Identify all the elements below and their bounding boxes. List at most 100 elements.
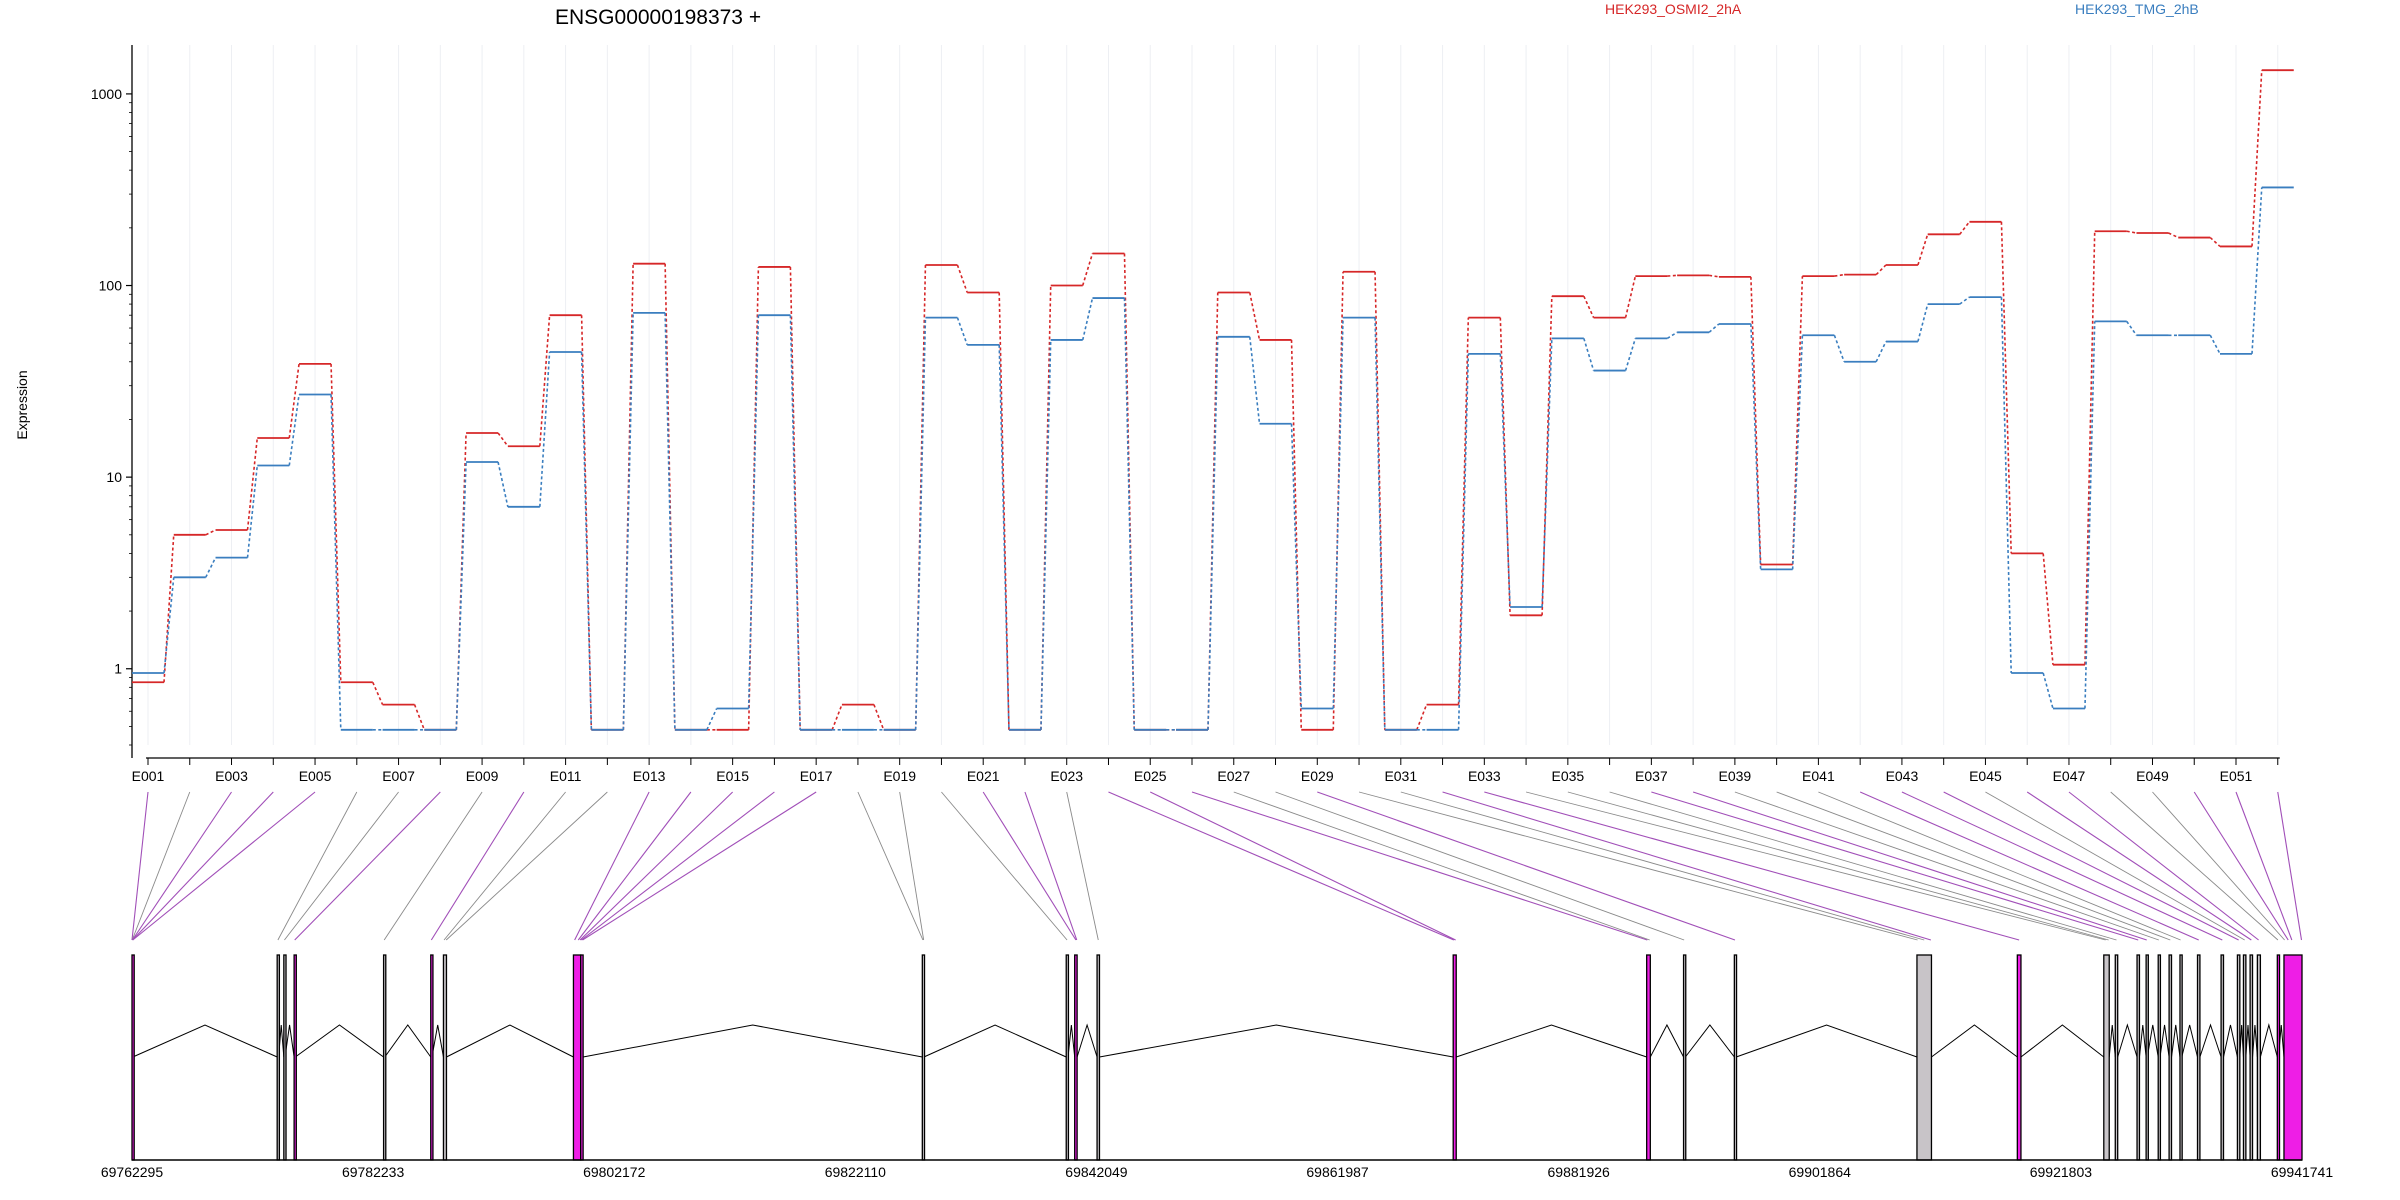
bin-connector-line (1108, 791, 1455, 941)
bin-connector-line (2277, 791, 2303, 941)
series-tmg (132, 186, 2294, 731)
bin-connector (747, 315, 760, 709)
bin-connector-line (582, 791, 817, 941)
exon-box (2236, 954, 2241, 1161)
bin-connector-line (284, 791, 399, 941)
exon-box (1916, 954, 1933, 1161)
x-tick-label: E019 (883, 768, 916, 784)
x-tick-label: E035 (1551, 768, 1584, 784)
bin-connector (497, 432, 509, 447)
x-tick-label: E007 (382, 768, 415, 784)
bin-connector (1290, 339, 1303, 730)
exon-box (430, 954, 434, 1161)
bin-connector-line (2235, 791, 2293, 941)
exon-box (2196, 954, 2201, 1161)
bin-connector (1791, 276, 1804, 565)
exon-box (2168, 954, 2173, 1161)
bin-connector (998, 344, 1010, 730)
exon-box (1452, 954, 1457, 1161)
bin-connector-line (131, 791, 232, 941)
bin-connector (1667, 274, 1678, 277)
bin-connector (1040, 339, 1052, 730)
intron-line (1931, 1024, 2018, 1058)
bin-connector (1959, 296, 1970, 305)
bin-connector-line (899, 791, 925, 941)
exon-box (276, 954, 281, 1161)
bin-connector (1332, 317, 1344, 709)
bin-connector (2000, 297, 2012, 674)
bin-connector (998, 292, 1010, 730)
bin-connector (1624, 275, 1637, 318)
bin-connector (1457, 317, 1470, 705)
genomic-tick-label: 69941741 (2271, 1164, 2334, 1180)
genomic-tick-label: 69921803 (2030, 1164, 2093, 1180)
genomic-tick-label: 69881926 (1548, 1164, 1611, 1180)
x-tick-label: E031 (1384, 768, 1417, 784)
intron-line (1736, 1024, 1918, 1058)
intron-line (1649, 1023, 1685, 1058)
bin-connector (1708, 323, 1720, 333)
exon-box (283, 954, 287, 1161)
y-tick-label: 1 (114, 661, 122, 677)
bin-connector (2168, 232, 2179, 239)
intron-line (2223, 1024, 2238, 1058)
x-tick-label: E049 (2136, 768, 2169, 784)
bin-connector (1791, 335, 1804, 570)
x-tick-label: E011 (550, 768, 582, 784)
bin-connector (2084, 321, 2096, 709)
genomic-tick-label: 69861987 (1306, 1164, 1369, 1180)
intron-line (1067, 1024, 1076, 1058)
y-axis: 1 10 100 1000 (91, 45, 133, 758)
bin-connector (539, 351, 551, 507)
exon-box (2256, 954, 2262, 1161)
x-tick-label: E037 (1635, 768, 1668, 784)
bin-connector-line (132, 791, 274, 941)
exon-box (580, 954, 584, 1161)
x-tick-label: E045 (1969, 768, 2002, 784)
bin-connector (1207, 292, 1219, 730)
series-layer (132, 69, 2294, 731)
x-tick-label: E005 (299, 768, 332, 784)
bin-connector (1248, 292, 1261, 341)
bin-connector-line (1651, 791, 2139, 941)
exon-box (1096, 954, 1101, 1161)
genomic-tick-label: 69842049 (1065, 1164, 1128, 1180)
exon-box (1074, 954, 1078, 1161)
exon-box (1733, 954, 1738, 1161)
x-tick-label: E017 (800, 768, 833, 784)
bin-connector-line (577, 791, 692, 941)
exon-box (2145, 954, 2149, 1161)
bin-connector (1541, 338, 1553, 608)
intron-line (2138, 1024, 2147, 1058)
bin-connector (1583, 295, 1595, 318)
intron-line (384, 1024, 432, 1058)
bin-connector-line (1901, 791, 2223, 941)
exon-box (382, 954, 387, 1161)
bin-gridlines (147, 45, 2279, 745)
genomic-tick-label: 69901864 (1789, 1164, 1852, 1180)
bin-connector (1583, 338, 1595, 371)
bin-connector (1416, 704, 1428, 731)
exon-box (2276, 954, 2281, 1161)
bin-connector (1875, 341, 1887, 363)
bin-connector-line (443, 791, 566, 941)
bin-connector-line (1275, 791, 1685, 941)
intron-line (2252, 1024, 2258, 1058)
x-tick-label: E009 (466, 768, 499, 784)
bin-connector-line (132, 791, 316, 941)
bin-connector (1750, 323, 1762, 570)
bin-connector-line (1024, 791, 1078, 941)
bin-connector (1917, 303, 1929, 342)
x-tick-label: E047 (2053, 768, 2086, 784)
bin-connector (1332, 271, 1344, 730)
intron-line (583, 1024, 923, 1058)
y-tick-label: 10 (106, 469, 122, 485)
bin-connector-line (445, 791, 608, 941)
bin-connector (2209, 236, 2221, 248)
bin-connector (372, 681, 384, 705)
intron-line (1684, 1024, 1735, 1058)
intron-line (132, 1024, 278, 1058)
bin-connector (1666, 331, 1678, 340)
bin-connector (2251, 70, 2263, 247)
bin-connector (497, 461, 509, 507)
